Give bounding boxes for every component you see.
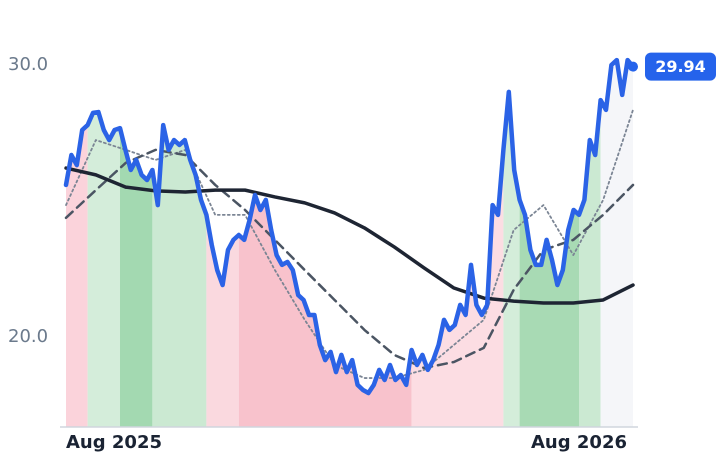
y-tick-label: 20.0 — [8, 326, 48, 347]
average-line — [64, 148, 635, 370]
band — [66, 125, 88, 428]
band — [238, 195, 412, 427]
band — [579, 100, 601, 427]
last-point — [628, 61, 638, 72]
x-tick-label: Aug 2026 — [531, 432, 627, 453]
price-line — [63, 57, 636, 396]
value-badge — [645, 52, 716, 81]
band — [519, 199, 579, 427]
band — [120, 128, 153, 427]
x-tick-label: Aug 2025 — [66, 432, 162, 453]
value-badge-text: 29.94 — [655, 57, 706, 76]
band — [503, 91, 520, 428]
band — [600, 60, 633, 428]
y-tick-label: 30.0 — [8, 54, 48, 75]
band — [152, 125, 207, 428]
band — [87, 112, 120, 428]
